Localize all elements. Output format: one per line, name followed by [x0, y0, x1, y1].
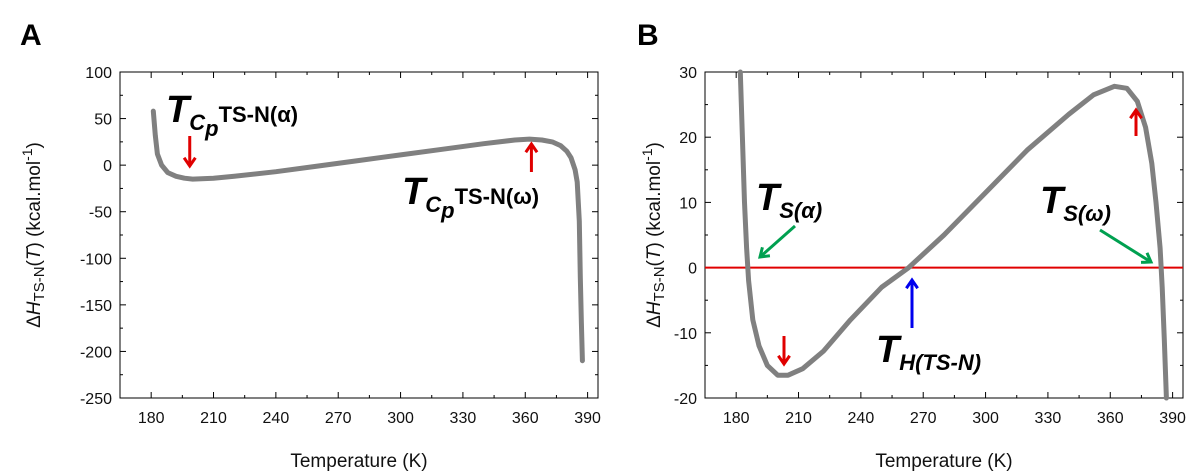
annotation-tcp-alpha: TCpTS-N(α) — [166, 89, 298, 141]
y-tick-label: -100 — [80, 251, 112, 268]
arrow-ts-omega — [1099, 228, 1154, 264]
annotation-tcp-omega: TCpTS-N(ω) — [402, 171, 539, 223]
y-axis-title-a: ΔHTS-N(T) (kcal.mol-1) — [19, 142, 48, 328]
annotation-th-tsn: TH(TS-N) — [876, 329, 981, 375]
y-tick-label: -200 — [80, 344, 112, 361]
y-tick-label: -150 — [80, 298, 112, 315]
annotation-ts-omega: TS(ω) — [1040, 180, 1111, 226]
y-tick-label: 0 — [688, 261, 697, 278]
panel-label-b: B — [637, 19, 659, 52]
arrow-up-maximum — [1129, 107, 1143, 136]
y-tick-label: -20 — [674, 391, 697, 408]
y-tick-label: 100 — [85, 65, 112, 82]
arrow-up-omega — [524, 141, 539, 172]
y-tick-label: -250 — [80, 391, 112, 408]
x-tick-label: 210 — [200, 410, 227, 427]
x-tick-label: 240 — [848, 410, 875, 427]
y-axis-title-b: ΔHTS-N(T) (kcal.mol-1) — [639, 142, 668, 328]
x-tick-label: 270 — [910, 410, 937, 427]
panel-a: 180 210 240 270 300 330 360 390 -250 -200 -150 -100… — [19, 65, 601, 472]
y-tick-label: -10 — [674, 326, 697, 343]
panel-label-a: A — [20, 19, 42, 52]
x-tick-label: 360 — [512, 410, 539, 427]
series-line-b — [737, 69, 1169, 401]
x-tick-label: 180 — [723, 410, 750, 427]
x-tick-label: 300 — [387, 410, 414, 427]
arrow-down-minimum — [777, 336, 791, 367]
arrow-down-alpha — [182, 136, 197, 169]
x-tick-label: 300 — [972, 410, 999, 427]
x-axis-title-a: Temperature (K) — [290, 451, 427, 472]
x-tick-label: 330 — [450, 410, 477, 427]
y-tick-label: 10 — [679, 195, 697, 212]
x-tick-label: 360 — [1097, 410, 1124, 427]
x-tick-label: 390 — [574, 410, 601, 427]
y-tick-label: 50 — [94, 112, 112, 129]
y-tick-label: 30 — [679, 65, 697, 82]
x-tick-label: 390 — [1159, 410, 1186, 427]
y-tick-label: 20 — [679, 130, 697, 147]
panel-b: 180 210 240 270 300 330 360 390 -20 -10 0 10 20 30 TS… — [639, 65, 1186, 472]
x-axis-title-b: Temperature (K) — [875, 451, 1012, 472]
y-tick-label: -50 — [89, 205, 112, 222]
series-line-a — [150, 108, 585, 364]
arrow-ts-alpha — [758, 224, 796, 259]
annotation-ts-alpha: TS(α) — [756, 177, 822, 223]
y-tick-label: 0 — [103, 158, 112, 175]
x-tick-label: 180 — [138, 410, 165, 427]
x-tick-label: 210 — [785, 410, 812, 427]
arrow-th — [905, 277, 919, 328]
x-tick-label: 240 — [263, 410, 290, 427]
x-tick-label: 270 — [325, 410, 352, 427]
x-tick-label: 330 — [1035, 410, 1062, 427]
